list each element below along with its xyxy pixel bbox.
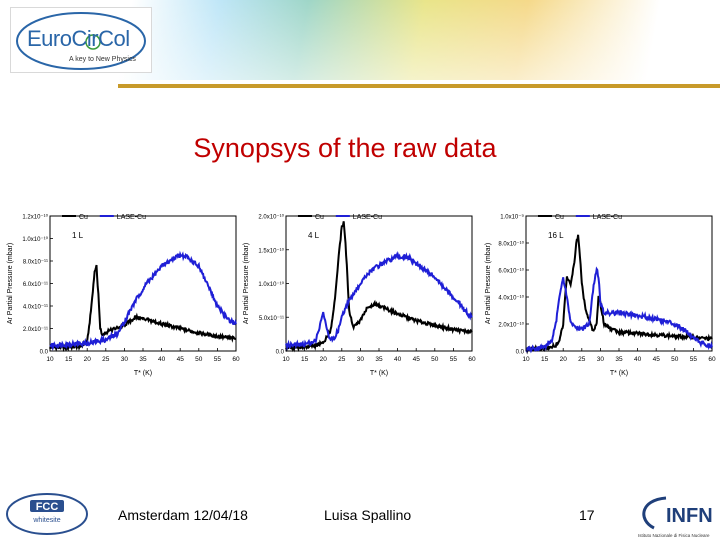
series-line-cu: [49, 264, 237, 353]
panel-annotation: 1 L: [72, 231, 84, 240]
x-tick-label: 35: [615, 356, 623, 363]
eurocircol-logo: EuroCirCol A key to New Physics: [10, 7, 152, 73]
y-tick-label: 2.0x10⁻¹⁰: [258, 214, 284, 221]
y-tick-label: 8.0x10⁻¹¹: [23, 260, 48, 266]
legend-label: Cu: [555, 214, 564, 221]
x-axis-label: T* (K): [610, 370, 628, 377]
logo-tagline: A key to New Physics: [69, 56, 136, 63]
fcc-logo-text: FCC: [36, 501, 59, 513]
y-tick-label: 2.0x10⁻¹¹: [23, 327, 48, 333]
x-tick-label: 15: [65, 356, 73, 363]
x-tick-label: 40: [394, 356, 402, 363]
x-tick-label: 20: [320, 356, 328, 363]
series-line-cu: [285, 221, 473, 353]
y-axis-label: Ar Partial Pressure (mbar): [7, 243, 14, 324]
footer-location-date: Amsterdam 12/04/18: [118, 507, 248, 523]
panel-annotation: 4 L: [308, 231, 320, 240]
x-tick-label: 35: [139, 356, 147, 363]
infn-logo-icon: INFN Istituto Nazionale di Fisica Nuclea…: [638, 496, 713, 538]
footer-author: Luisa Spallino: [324, 507, 412, 523]
y-tick-label: 2.0x10⁻¹⁰: [498, 322, 524, 329]
chart-panel-3: Cu LASE-Cu 16 L 10 15 20 25 30 35 40 45 50 55 60 0.0 2.…: [482, 208, 718, 383]
y-axis-label: Ar Partial Pressure (mbar): [485, 243, 492, 324]
series-line-lase-cu: [285, 250, 473, 351]
x-axis-label: T* (K): [134, 370, 152, 377]
x-tick-label: 15: [301, 356, 309, 363]
y-tick-label: 1.0x10⁻¹⁰: [258, 281, 284, 288]
x-tick-label: 20: [84, 356, 92, 363]
x-tick-label: 45: [177, 356, 185, 363]
chart-3-svg: Cu LASE-Cu 16 L 10 15 20 25 30 35 40 45 50 55 60 0.0 2.…: [485, 214, 716, 378]
x-axis-label: T* (K): [370, 370, 388, 377]
x-tick-label: 15: [541, 356, 549, 363]
x-tick-label: 30: [357, 356, 365, 363]
y-tick-label: 0.0: [516, 350, 525, 356]
slide-title: Synopsys of the raw data: [193, 133, 497, 163]
legend-label: LASE-Cu: [117, 214, 146, 221]
x-tick-label: 10: [522, 356, 530, 363]
x-tick-label: 40: [634, 356, 642, 363]
legend-label: LASE-Cu: [353, 214, 382, 221]
infn-logo: INFN Istituto Nazionale di Fisica Nuclea…: [636, 490, 720, 540]
y-tick-label: 0.0: [276, 350, 285, 356]
logo-main-text: EuroCirCol: [27, 26, 130, 51]
x-tick-label: 60: [468, 356, 476, 363]
x-tick-label: 30: [597, 356, 605, 363]
series-line-lase-cu: [49, 250, 237, 351]
panel-annotation: 16 L: [548, 231, 564, 240]
eurocircol-ring-icon: [16, 12, 146, 70]
x-tick-label: 45: [653, 356, 661, 363]
x-tick-label: 50: [671, 356, 679, 363]
series-line-cu: [525, 234, 713, 355]
y-tick-label: 4.0x10⁻¹¹: [23, 305, 48, 311]
y-tick-label: 6.0x10⁻¹¹: [23, 282, 48, 288]
x-tick-label: 45: [413, 356, 421, 363]
x-tick-label: 25: [102, 356, 110, 363]
fcc-logo-subtext: whitesite: [32, 517, 60, 524]
x-tick-label: 10: [282, 356, 290, 363]
legend-label: Cu: [315, 214, 324, 221]
x-tick-label: 10: [46, 356, 54, 363]
x-tick-label: 55: [450, 356, 458, 363]
x-tick-label: 60: [232, 356, 240, 363]
y-tick-label: 6.0x10⁻¹⁰: [498, 268, 524, 275]
y-tick-label: 1.0x10⁻¹⁰: [22, 236, 48, 243]
x-tick-label: 40: [158, 356, 166, 363]
x-tick-label: 30: [121, 356, 129, 363]
x-tick-label: 55: [214, 356, 222, 363]
x-tick-label: 55: [690, 356, 698, 363]
x-tick-label: 60: [708, 356, 716, 363]
y-tick-label: 5.0x10⁻¹¹: [259, 316, 284, 322]
fcc-logo: FCC whitesite: [2, 488, 92, 540]
y-tick-label: 1.0x10⁻⁹: [500, 214, 524, 221]
x-tick-label: 20: [560, 356, 568, 363]
infn-logo-text: INFN: [666, 505, 713, 527]
y-tick-label: 0.0: [40, 350, 49, 356]
x-tick-label: 50: [195, 356, 203, 363]
y-tick-label: 1.5x10⁻¹⁰: [258, 247, 284, 254]
y-tick-label: 8.0x10⁻¹⁰: [498, 241, 524, 248]
y-axis-label: Ar Partial Pressure (mbar): [243, 243, 250, 324]
x-tick-label: 35: [375, 356, 383, 363]
plot-frame: [49, 215, 237, 352]
legend-label: LASE-Cu: [593, 214, 622, 221]
series-line-lase-cu: [525, 266, 713, 354]
chart-2-svg: Cu LASE-Cu 4 L 10 15 20 25 30 35 40 45 50 55 60 0.0 5.0…: [243, 214, 476, 378]
footer-page-number: 17: [579, 507, 595, 523]
x-tick-label: 25: [338, 356, 346, 363]
chart-panel-2: Cu LASE-Cu 4 L 10 15 20 25 30 35 40 45 50 55 60 0.0 5.0…: [240, 208, 478, 383]
x-tick-label: 50: [431, 356, 439, 363]
legend-label: Cu: [79, 214, 88, 221]
fcc-logo-icon: FCC whitesite: [6, 493, 88, 535]
header-divider: [118, 84, 720, 88]
chart-1-svg: Cu LASE-Cu 1 L 10 15 20 25 30 35 40 45 50 55 60 0.0 2.0…: [7, 214, 240, 378]
y-tick-label: 1.2x10⁻¹⁰: [22, 214, 48, 221]
chart-panel-1: Cu LASE-Cu 1 L 10 15 20 25 30 35 40 45 50 55 60 0.0 2.0…: [4, 208, 242, 383]
y-tick-label: 4.0x10⁻¹⁰: [498, 295, 524, 302]
infn-logo-subtext: Istituto Nazionale di Fisica Nucleare: [638, 533, 710, 538]
x-tick-label: 25: [578, 356, 586, 363]
